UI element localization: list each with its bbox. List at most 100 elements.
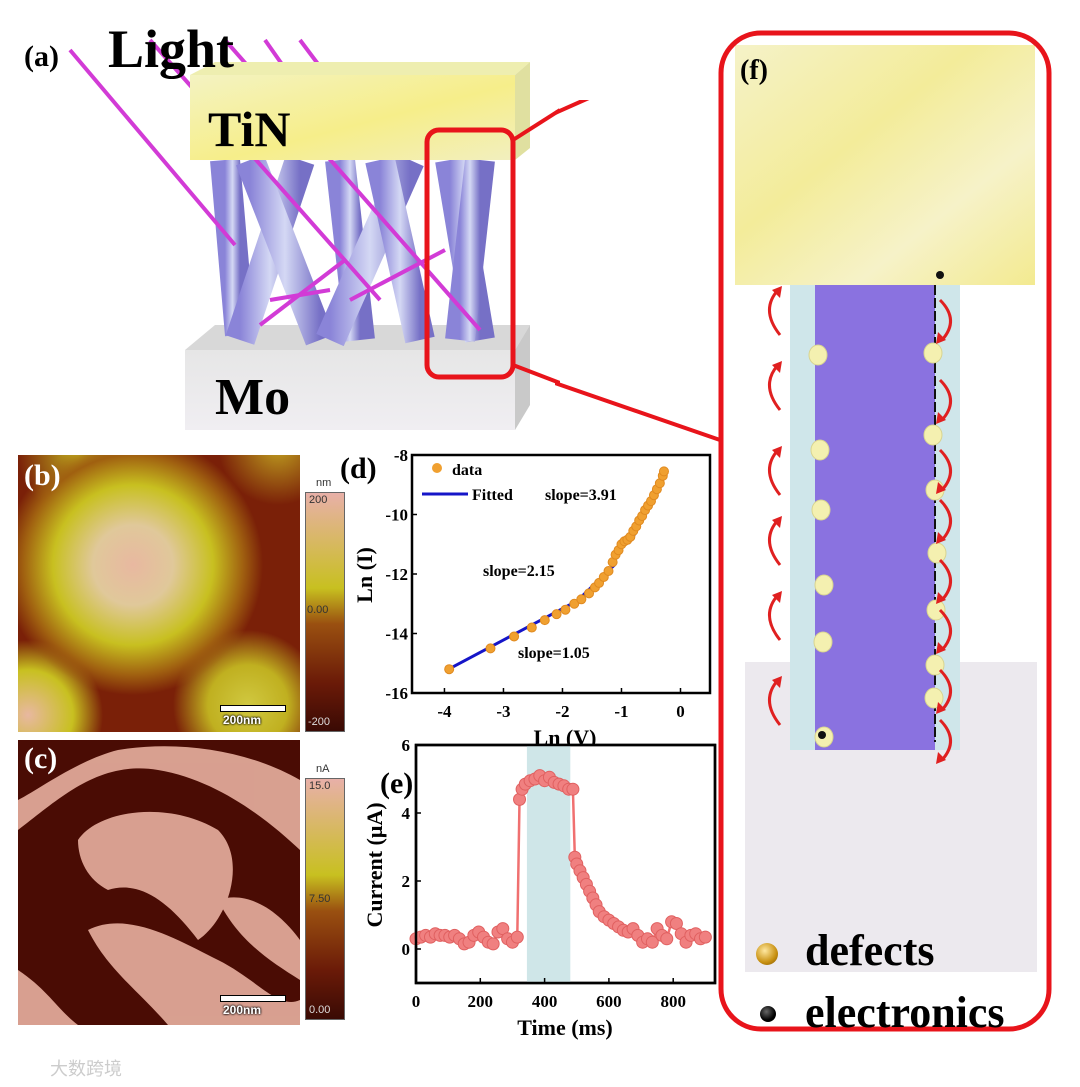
defect-dot (927, 542, 947, 564)
data-point (444, 664, 455, 675)
data-point (576, 594, 587, 605)
nanowires (210, 153, 495, 347)
y-tick-label: 0 (402, 940, 411, 959)
arrowhead (936, 482, 946, 494)
panel-e-label: (e) (380, 767, 413, 800)
panel-c-label: (c) (24, 742, 58, 775)
colorbar-mid: 0.00 (307, 604, 329, 616)
legend-data-label: data (452, 462, 482, 479)
data-point (658, 466, 669, 477)
electronics-legend-label: electronics (805, 988, 1005, 1037)
x-axis-label: Time (ms) (517, 1015, 613, 1040)
data-point (569, 598, 580, 609)
zoom-frame (718, 30, 1052, 1032)
data-point (584, 588, 595, 599)
defect-dot (808, 344, 828, 366)
panel-f-label: (f) (740, 55, 768, 86)
scalebar-label: 200nm (223, 1003, 262, 1017)
iv-loglog-chart: (d) -4 -3 -2 -1 0-8-10-12-14-16 data Fitted … (340, 446, 712, 750)
nanowire-core (815, 285, 935, 750)
slope-annotation: slope=2.15 (483, 563, 555, 580)
electron-dot (936, 271, 944, 279)
data-point (645, 935, 659, 949)
data-point (485, 643, 496, 654)
colorbar-unit: nm (316, 477, 332, 489)
x-tick-label: -1 (614, 702, 628, 721)
colorbar-max: 15.0 (309, 780, 331, 792)
arrowhead (772, 516, 782, 528)
panel-a-label: (a) (24, 40, 59, 73)
defects-legend-marker (756, 943, 778, 965)
zoom-connector-bottom (512, 363, 561, 385)
zoom-connector-top (511, 108, 562, 142)
electron-hop-arrow-right (938, 298, 952, 342)
afm-height-map: (b) 200nm (18, 455, 300, 732)
scalebar (220, 705, 286, 712)
defect-dot (810, 439, 830, 461)
tin-electrode (735, 45, 1035, 285)
electron-hop-arrow-left (768, 363, 782, 411)
panel-f-zoom-diagram: (f) (718, 30, 1052, 1032)
defect-dot (923, 342, 943, 364)
y-tick-label: -8 (394, 446, 408, 465)
y-axis-label: Current (μA) (362, 802, 387, 927)
y-tick-label: 4 (402, 804, 411, 823)
tin-electrode (190, 62, 530, 160)
current-colorbar (305, 778, 345, 1020)
watermark: 大数跨境 (50, 1059, 122, 1080)
scalebar (220, 995, 286, 1002)
y-tick-label: -12 (385, 565, 408, 584)
defect-dot (923, 424, 943, 446)
data-point (510, 930, 524, 944)
data-point (539, 615, 550, 626)
slope-annotation: slope=1.05 (518, 645, 590, 662)
tin-label: TiN (208, 101, 291, 157)
x-tick-label: -2 (555, 702, 569, 721)
colorbar-mid: 7.50 (309, 893, 331, 905)
electron-hop-arrow-left (768, 678, 782, 726)
electronics-legend-marker (760, 1006, 776, 1022)
x-tick-label: 0 (676, 702, 685, 721)
x-tick-label: 400 (532, 992, 558, 1011)
mo-substrate (185, 325, 530, 430)
data-point (603, 566, 614, 577)
height-colorbar (305, 492, 345, 732)
nanowire-device-illustration (68, 38, 562, 430)
photocurrent-time-chart: 0 200 400 600 800 0 2 4 6 (e) Time (ms) Current … (362, 736, 717, 1040)
electron-hop-arrow-right (938, 608, 952, 652)
panel-b-label: (b) (24, 459, 61, 492)
defect-dot (811, 499, 831, 521)
x-tick-label: 600 (596, 992, 622, 1011)
y-tick-label: -14 (385, 625, 408, 644)
mo-label: Mo (215, 369, 291, 426)
arrowhead (936, 702, 946, 714)
y-tick-label: -10 (385, 506, 408, 525)
arrowhead (936, 642, 946, 654)
x-tick-label: 200 (468, 992, 494, 1011)
colorbar-max: 200 (309, 494, 328, 506)
electron-hop-arrow-right (938, 668, 952, 712)
light-label: Light (108, 19, 235, 79)
defect-dot (926, 599, 946, 621)
electron-hop-arrow-left (768, 593, 782, 641)
electron-hop-arrow-right (938, 718, 952, 762)
cafm-current-map: (c) 200nm (18, 740, 300, 1025)
y-tick-label: -16 (385, 684, 408, 703)
y-tick-label: 6 (402, 736, 411, 755)
data-point (526, 622, 537, 633)
x-tick-label: -4 (437, 702, 452, 721)
data-point (551, 609, 562, 620)
arrowhead (936, 532, 946, 544)
defect-dot (814, 574, 834, 596)
data-point (660, 932, 674, 946)
panel-a-diagram: (a) Light TiN Mo (0, 0, 562, 440)
defects-legend-label: defects (805, 926, 935, 975)
legend-data-marker (432, 463, 442, 473)
arrowhead (936, 332, 946, 344)
data-point (566, 782, 580, 796)
arrowhead (772, 286, 782, 298)
arrowhead (772, 446, 782, 458)
defect-dot (925, 654, 945, 676)
colorbar-unit: nA (316, 763, 330, 775)
y-axis-label: Ln (I) (352, 547, 377, 603)
